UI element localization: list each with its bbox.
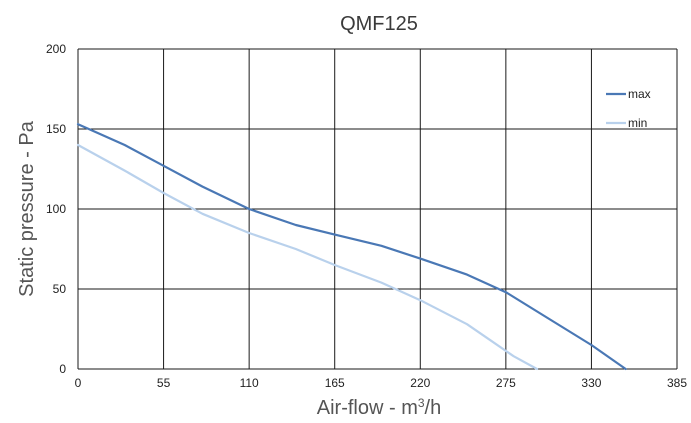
- x-tick-label: 330: [581, 376, 601, 390]
- x-tick-label: 385: [667, 376, 687, 390]
- chart-title: QMF125: [340, 13, 418, 35]
- x-tick-labels: 0 55 110 165 220 275 330 385: [75, 376, 688, 390]
- x-tick-label: 0: [75, 376, 82, 390]
- legend-label-min: min: [628, 116, 647, 130]
- x-tick-label: 55: [157, 376, 171, 390]
- y-tick-label: 0: [59, 362, 66, 376]
- x-tick-label: 110: [240, 376, 259, 390]
- y-tick-label: 50: [53, 282, 67, 296]
- y-axis-label: Static pressure - Pa: [16, 120, 38, 297]
- y-tick-label: 150: [46, 122, 66, 136]
- legend-label-max: max: [628, 87, 651, 101]
- x-tick-label: 165: [325, 376, 345, 390]
- series-lines: [76, 123, 627, 371]
- x-tick-label: 275: [496, 376, 516, 390]
- y-tick-label: 200: [46, 42, 66, 56]
- x-axis-label: Air-flow - m3/h: [317, 396, 441, 419]
- y-tick-label: 100: [46, 202, 66, 216]
- x-axis-label-main: Air-flow - m: [317, 397, 418, 419]
- x-axis-label-suffix: /h: [425, 397, 442, 419]
- series-line-max: [76, 123, 627, 371]
- x-tick-label: 220: [410, 376, 430, 390]
- x-axis-label-superscript: 3: [418, 396, 425, 410]
- legend: max min: [606, 87, 651, 130]
- y-tick-labels: 0 50 100 150 200: [46, 42, 66, 376]
- series-line-min: [76, 143, 539, 371]
- grid: [77, 48, 678, 370]
